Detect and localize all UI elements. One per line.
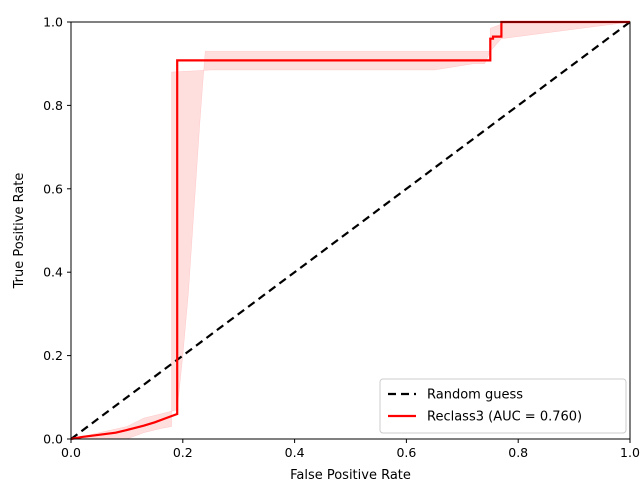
legend-box — [379, 378, 627, 434]
y-axis-label: True Positive Rate — [12, 173, 27, 290]
x-tick-label: 0.6 — [396, 445, 416, 460]
legend-label-reclass3: Reclass3 (AUC = 0.760) — [427, 410, 582, 425]
x-axis-label: False Positive Rate — [290, 468, 411, 483]
x-tick-label: 1.0 — [620, 445, 640, 460]
x-tick-label: 0.8 — [508, 445, 528, 460]
y-tick-label: 0.6 — [43, 181, 63, 196]
y-tick-label: 0.4 — [43, 265, 63, 280]
tick-layer: 0.0 0.2 0.4 0.6 0.8 1.0 0.0 0.2 0.4 0.6 0.8 1.0 — [43, 15, 640, 461]
x-tick-label: 0.2 — [173, 445, 193, 460]
series-line-layer — [70, 20, 631, 441]
y-tick-label: 0.2 — [43, 348, 63, 363]
plot-frame — [70, 21, 631, 440]
roc-curve-line — [70, 20, 630, 441]
legend-label-random-guess: Random guess — [427, 388, 523, 403]
random-guess-line — [70, 21, 631, 440]
x-tick-label: 0.0 — [61, 445, 81, 460]
legend: Random guess Reclass3 (AUC = 0.760) — [379, 378, 627, 434]
y-tick-label: 0.0 — [43, 432, 63, 447]
y-tick-label: 1.0 — [43, 15, 63, 30]
x-tick-label: 0.4 — [285, 445, 305, 460]
y-tick-label: 0.8 — [43, 98, 63, 113]
